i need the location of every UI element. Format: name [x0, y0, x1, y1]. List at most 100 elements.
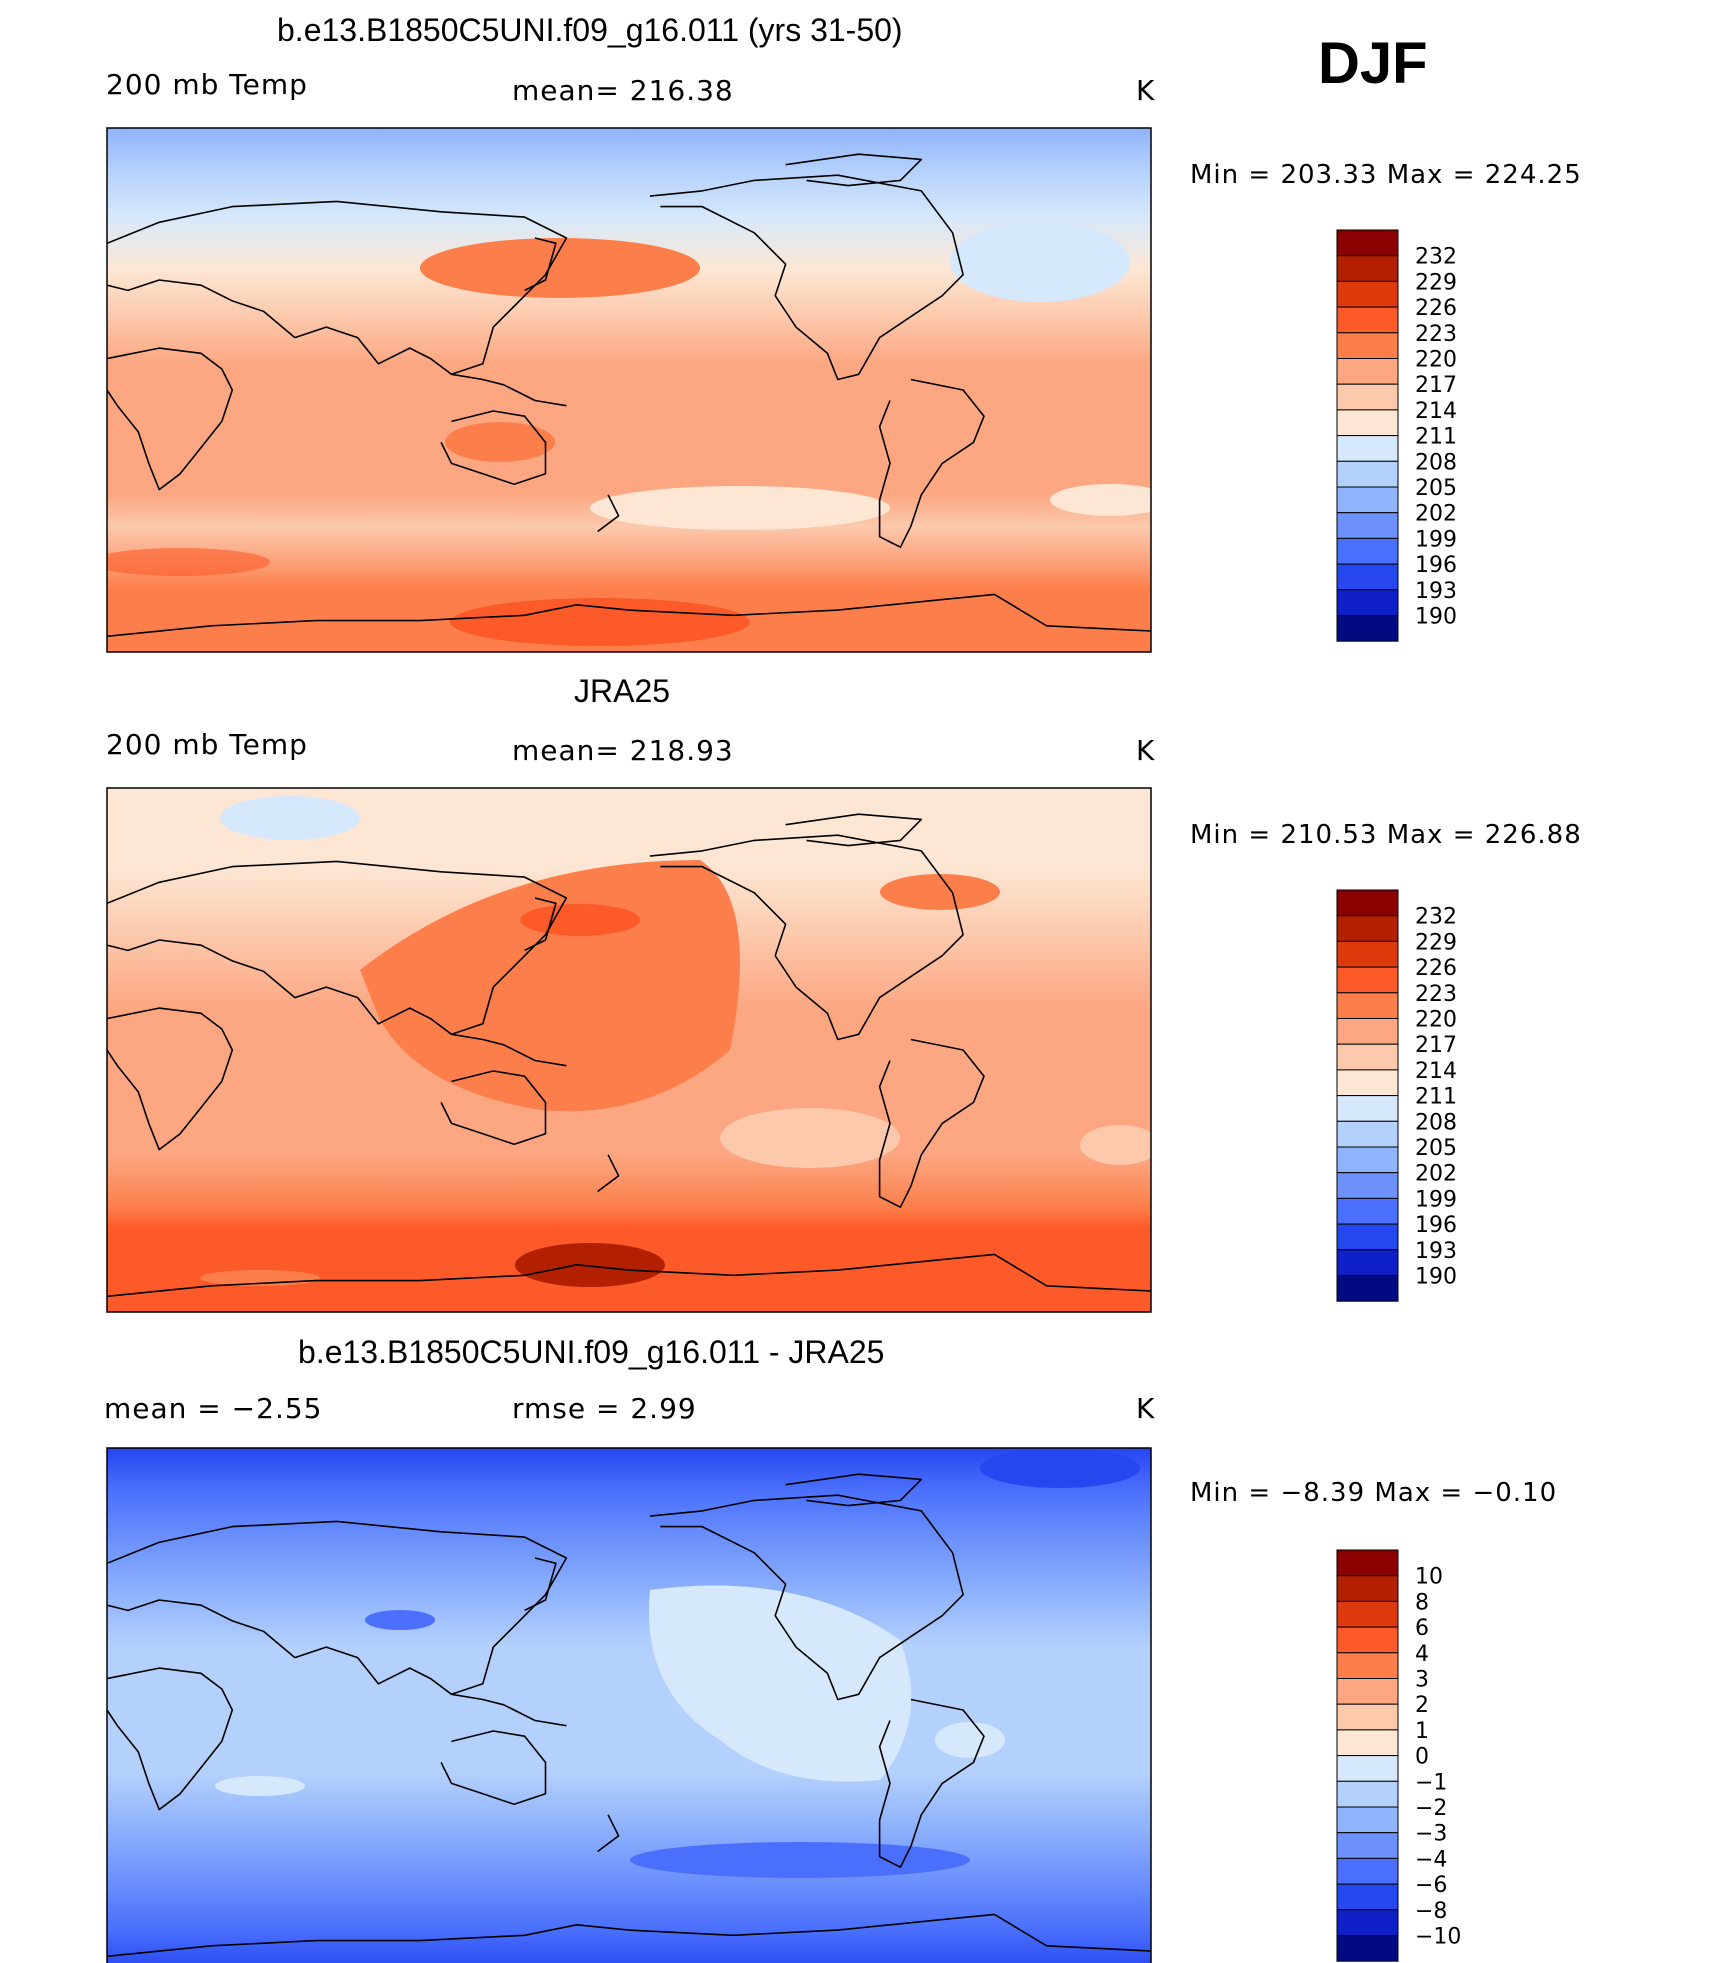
map-2-coastline [878, 1038, 985, 1208]
colorbar-1-swatch [1336, 486, 1399, 514]
colorbar-3-tick-label: 8 [1415, 1590, 1429, 1615]
colorbar-3-tick-label: 3 [1415, 1668, 1429, 1693]
colorbar-3-tick-label: −1 [1415, 1770, 1447, 1795]
colorbar-1-tick-label: 205 [1415, 476, 1457, 501]
colorbar-3-tick-label: 2 [1415, 1693, 1429, 1718]
colorbar-1-swatch [1336, 409, 1399, 437]
colorbar-1-tick-label: 208 [1415, 450, 1457, 475]
colorbar-2-swatch [1336, 966, 1399, 994]
panel-3-minmax: Min = −8.39 Max = −0.10 [1190, 1478, 1558, 1508]
colorbar-3-swatch [1336, 1626, 1399, 1654]
colorbar-2-swatch [1336, 889, 1399, 917]
colorbar-3-tick-label: 1 [1415, 1719, 1429, 1744]
colorbar-3-swatch [1336, 1652, 1399, 1680]
colorbar-3-tick-label: −4 [1415, 1847, 1447, 1872]
colorbar-3-swatch [1336, 1935, 1399, 1962]
colorbar-1-tick-label: 199 [1415, 527, 1457, 552]
season-label: DJF [1318, 31, 1428, 96]
colorbar-2-swatch [1336, 1275, 1399, 1302]
map-3-coastline [597, 1814, 620, 1853]
panel-1-title: b.e13.B1850C5UNI.f09_g16.011 (yrs 31-50) [277, 12, 903, 48]
colorbar-3-swatch [1336, 1780, 1399, 1808]
colorbar-2-tick-label: 229 [1415, 930, 1457, 955]
map-1-coastlines [107, 153, 1151, 638]
panel-3-title: b.e13.B1850C5UNI.f09_g16.011 - JRA25 [298, 1334, 885, 1370]
map-3-coastline [107, 1913, 1151, 1958]
map-3-coastline [649, 1494, 964, 1701]
colorbar-3-tick-label: −10 [1415, 1925, 1461, 1950]
panel-2-minmax: Min = 210.53 Max = 226.88 [1190, 820, 1582, 850]
colorbar-3-swatch [1336, 1755, 1399, 1782]
colorbar-1-swatch [1336, 306, 1399, 334]
colorbar-1-swatch [1336, 358, 1399, 385]
map-3-coastline [524, 1557, 557, 1612]
map-1-coastline [878, 378, 985, 548]
panel-1-variable-label: 200 mb Temp [106, 68, 308, 101]
colorbar-1-swatch [1336, 615, 1399, 642]
panel-2-title: JRA25 [574, 673, 671, 709]
colorbar-1-tick-label: 220 [1415, 348, 1457, 373]
map-2-coastline [107, 1007, 234, 1151]
colorbar-2-tick-label: 202 [1415, 1162, 1457, 1187]
map-2-coastline [107, 1253, 1151, 1298]
panel-3-mean-label: mean = −2.55 [104, 1392, 323, 1425]
colorbar-1-swatch [1336, 435, 1399, 462]
colorbar-2-tick-label: 208 [1415, 1110, 1457, 1135]
colorbar-2-tick-label: 220 [1415, 1008, 1457, 1033]
panel-3-rmse-label: rmse = 2.99 [512, 1392, 697, 1425]
panel-1-minmax: Min = 203.33 Max = 224.25 [1190, 160, 1582, 190]
colorbar-2-swatch [1336, 1069, 1399, 1097]
colorbar-2-tick-label: 196 [1415, 1213, 1457, 1238]
colorbar-1-swatch [1336, 332, 1399, 359]
colorbar-1-tick-label: 232 [1415, 245, 1457, 270]
colorbar-3-swatch [1336, 1806, 1399, 1834]
map-2-coastline [649, 834, 964, 1041]
map-2-coastline [107, 860, 568, 1036]
colorbar-3-tick-label: −3 [1415, 1822, 1447, 1847]
map-3-coastline [785, 1473, 923, 1507]
colorbar-1-tick-label: 217 [1415, 373, 1457, 398]
colorbar-3-tick-label: −6 [1415, 1873, 1447, 1898]
colorbar-3-swatch [1336, 1857, 1399, 1885]
colorbar-2-swatch [1336, 940, 1399, 968]
colorbar-2-swatch [1336, 1223, 1399, 1251]
colorbar-2-swatch [1336, 1172, 1399, 1199]
map-3-coastline [878, 1698, 985, 1868]
colorbar-1-swatch [1336, 383, 1399, 411]
colorbar-1-swatch [1336, 563, 1399, 591]
colorbar-1-swatch [1336, 229, 1399, 257]
colorbar-1-tick-label: 190 [1415, 605, 1457, 630]
colorbar-2-swatch [1336, 1095, 1399, 1122]
colorbar-2: 2322292262232202172142112082052021991961… [1336, 889, 1457, 1302]
colorbar-3-swatch [1336, 1600, 1399, 1628]
map-2-coastline [524, 897, 557, 952]
panel-1-units: K [1136, 74, 1156, 107]
map-1-coastline [451, 373, 567, 407]
map-3-coastlines [107, 1473, 1151, 1958]
colorbar-3-swatch [1336, 1549, 1399, 1577]
map-2-coastline [785, 813, 923, 847]
map-2-field [107, 788, 1151, 1312]
colorbar-3-swatch [1336, 1729, 1399, 1757]
colorbar-3-swatch [1336, 1678, 1399, 1705]
colorbar-1-tick-label: 226 [1415, 296, 1457, 321]
colorbar-1-tick-label: 223 [1415, 322, 1457, 347]
colorbar-3-swatch [1336, 1575, 1399, 1602]
colorbar-2-tick-label: 217 [1415, 1033, 1457, 1058]
map-1-field [107, 128, 1151, 652]
colorbar-2-tick-label: 199 [1415, 1187, 1457, 1212]
map-1-coastline [785, 153, 923, 187]
colorbar-2-tick-label: 190 [1415, 1265, 1457, 1290]
colorbar-1-swatch [1336, 537, 1399, 565]
colorbar-2-tick-label: 232 [1415, 905, 1457, 930]
colorbar-1-tick-label: 196 [1415, 553, 1457, 578]
colorbar-2-tick-label: 223 [1415, 982, 1457, 1007]
colorbar-3-tick-label: 4 [1415, 1642, 1429, 1667]
colorbar-2-swatch [1336, 1146, 1399, 1174]
panel-3-units: K [1136, 1392, 1156, 1425]
colorbar-2-swatch [1336, 1018, 1399, 1045]
colorbar-2-swatch [1336, 1120, 1399, 1148]
map-3-coastline [440, 1730, 547, 1806]
map-2-coastline [451, 1033, 567, 1067]
